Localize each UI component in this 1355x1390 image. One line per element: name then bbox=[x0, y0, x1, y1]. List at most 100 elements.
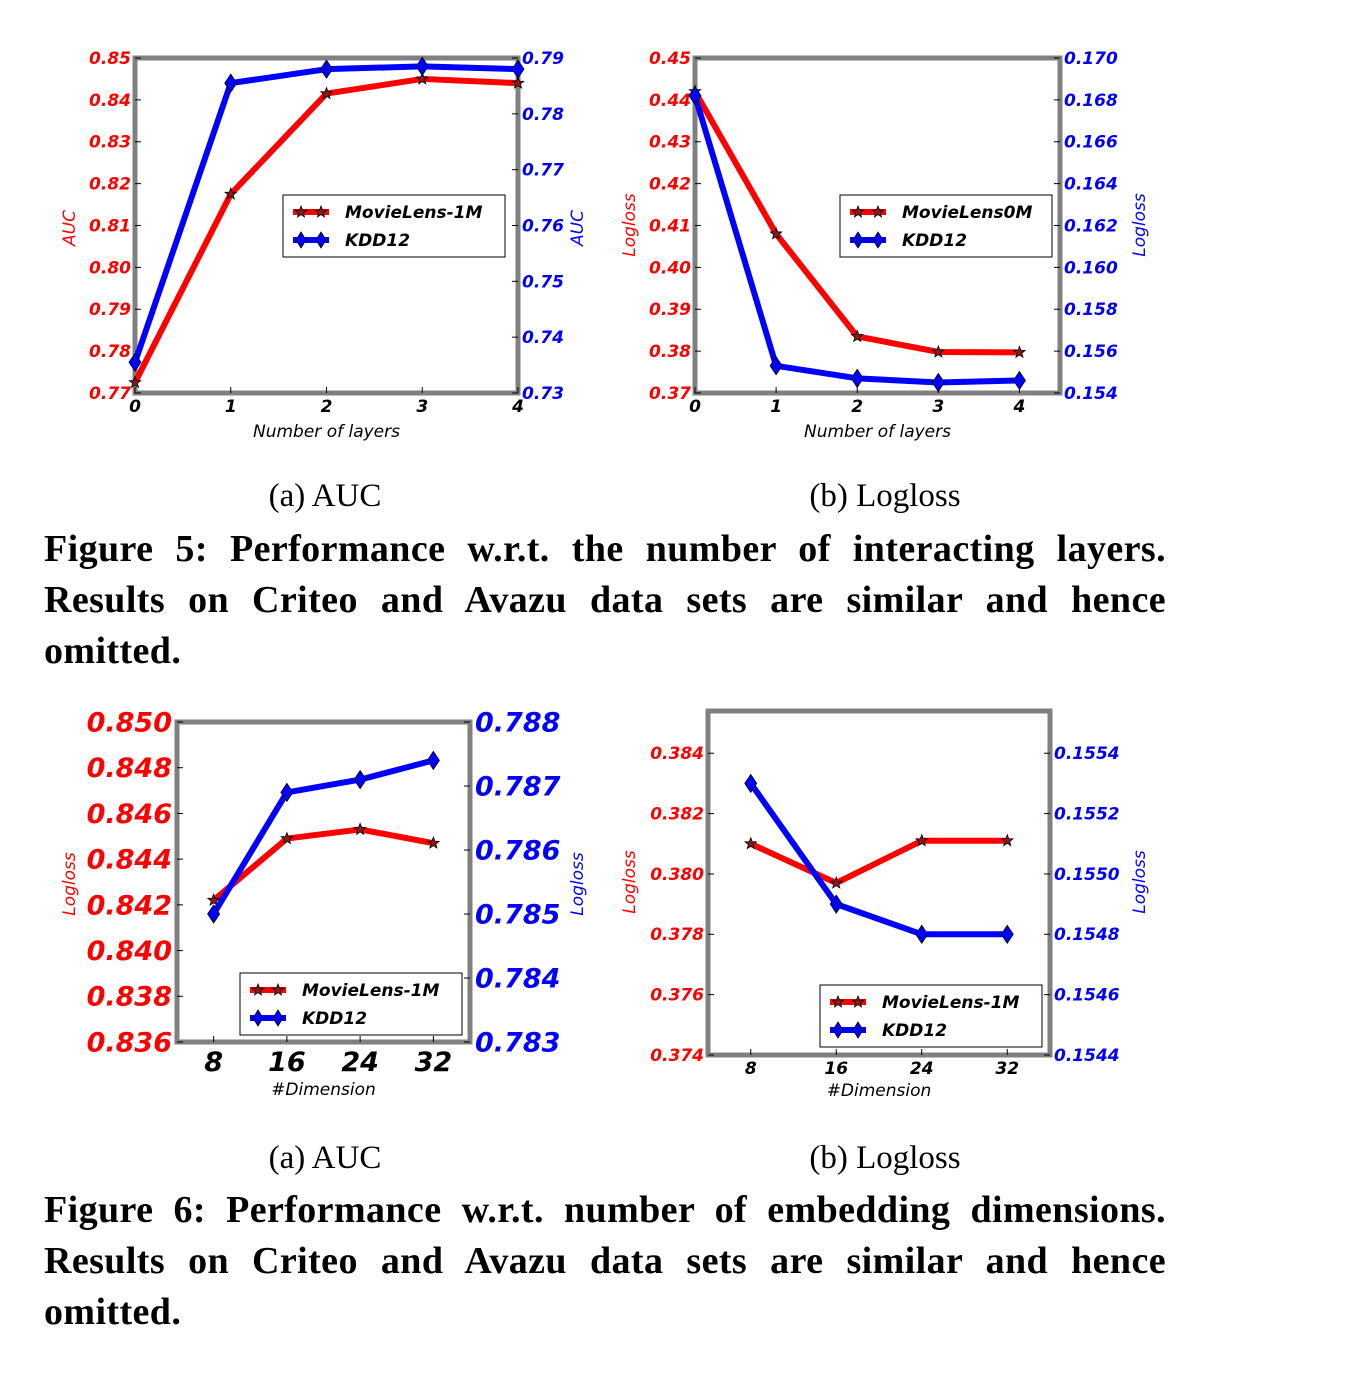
y-tick-left-label: 0.41 bbox=[649, 216, 691, 236]
series-point-diamond bbox=[353, 769, 367, 790]
y-tick-left-label: 0.81 bbox=[89, 216, 131, 236]
y-tick-left-label: 0.838 bbox=[87, 982, 172, 1013]
legend-swatch-marker bbox=[252, 1009, 264, 1027]
y-axis-label-left: Logloss bbox=[60, 852, 80, 916]
y-tick-left-label: 0.836 bbox=[87, 1027, 172, 1058]
legend-swatch-marker bbox=[295, 231, 307, 249]
y-tick-right-label: 0.1546 bbox=[1054, 986, 1120, 1006]
y-tick-right-label: 0.78 bbox=[522, 105, 564, 125]
y-tick-left-label: 0.44 bbox=[649, 91, 691, 111]
fig6-caption: Figure 6: Performance w.r.t. number of e… bbox=[44, 1189, 1166, 1333]
series-point-diamond bbox=[931, 372, 945, 393]
y-tick-right-label: 0.1550 bbox=[1054, 865, 1120, 885]
y-tick-right-label: 0.785 bbox=[475, 899, 560, 930]
fig6-subcaption-b: (b) Logloss bbox=[809, 1140, 961, 1176]
legend-label: KDD12 bbox=[345, 231, 410, 251]
fig5-caption: Figure 5: Performance w.r.t. the number … bbox=[44, 528, 1166, 672]
x-tick-label: 4 bbox=[511, 397, 524, 417]
x-tick-label: 16 bbox=[824, 1059, 848, 1079]
x-tick-label: 32 bbox=[995, 1059, 1019, 1079]
series-point-diamond bbox=[744, 773, 758, 794]
series-point-star bbox=[1012, 345, 1027, 359]
x-tick-label: 8 bbox=[745, 1059, 757, 1079]
legend-swatch-marker bbox=[251, 982, 265, 996]
y-tick-left-label: 0.376 bbox=[650, 986, 704, 1006]
y-tick-right-label: 0.168 bbox=[1064, 91, 1118, 111]
series-point-star bbox=[829, 875, 844, 889]
x-tick-label: 2 bbox=[851, 397, 863, 417]
x-tick-label: 1 bbox=[225, 397, 237, 417]
y-tick-right-label: 0.1552 bbox=[1054, 805, 1120, 825]
x-axis-label: #Dimension bbox=[827, 1081, 932, 1101]
legend-swatch-marker bbox=[851, 204, 865, 218]
series-point-diamond bbox=[1000, 924, 1014, 945]
y-tick-left-label: 0.846 bbox=[87, 799, 172, 830]
legend-swatch-marker bbox=[831, 994, 845, 1008]
y-tick-right-label: 0.73 bbox=[522, 384, 564, 404]
y-tick-left-label: 0.84 bbox=[89, 91, 131, 111]
x-tick-label: 3 bbox=[416, 397, 428, 417]
chart-fig5-logloss: 0.37 0.38 0.39 0.40 0.41 0.42 0.43 0.44 0.45 0.15… bbox=[600, 0, 1355, 450]
fig5-subcaption-a: (a) AUC bbox=[268, 478, 382, 514]
y-axis-label-right: Logloss bbox=[1130, 193, 1150, 257]
legend-label: MovieLens-1M bbox=[302, 981, 440, 1001]
y-tick-right-label: 0.162 bbox=[1064, 216, 1118, 236]
y-tick-right-label: 0.76 bbox=[522, 216, 564, 236]
y-tick-right-label: 0.788 bbox=[475, 707, 560, 738]
legend-box bbox=[839, 194, 1053, 258]
series-point-diamond bbox=[769, 356, 783, 376]
chart-fig5-auc: 0.77 0.78 0.79 0.80 0.81 0.82 0.83 0.84 0.85 0.73… bbox=[0, 0, 640, 450]
series-point-diamond bbox=[426, 750, 440, 771]
y-tick-left-label: 0.840 bbox=[87, 936, 172, 967]
x-axis-label: #Dimension bbox=[271, 1080, 376, 1100]
series-point-star bbox=[206, 893, 221, 907]
series-point-star bbox=[223, 186, 238, 200]
series-point-star bbox=[280, 831, 294, 845]
y-tick-right-label: 0.1548 bbox=[1054, 925, 1120, 945]
series-point-star bbox=[931, 344, 946, 358]
x-tick-label: 4 bbox=[1013, 397, 1026, 417]
legend-swatch-marker bbox=[315, 231, 327, 249]
series-line-right bbox=[748, 781, 1008, 938]
y-axis-label-left: AUC bbox=[60, 210, 80, 247]
y-tick-left-label: 0.80 bbox=[89, 258, 131, 278]
legend-swatch-marker bbox=[852, 231, 864, 249]
y-tick-left-label: 0.77 bbox=[89, 384, 131, 404]
legend-swatch-marker bbox=[271, 982, 285, 996]
series-point-diamond bbox=[829, 894, 843, 914]
y-tick-right-label: 0.786 bbox=[475, 835, 560, 866]
series-point-star bbox=[914, 833, 929, 847]
x-tick-label: 0 bbox=[129, 397, 141, 417]
y-tick-left-label: 0.83 bbox=[89, 133, 131, 153]
x-tick-label: 1 bbox=[770, 397, 782, 417]
legend-label: KDD12 bbox=[302, 1009, 367, 1029]
x-tick-label: 3 bbox=[932, 397, 944, 417]
chart-fig6-auc: 0.836 0.838 0.840 0.842 0.844 0.846 0.848 0.850… bbox=[0, 690, 640, 1130]
legend-label: KDD12 bbox=[882, 1021, 947, 1041]
y-tick-left-label: 0.848 bbox=[87, 753, 172, 784]
series-point-diamond bbox=[688, 85, 702, 106]
chart-fig6-logloss: 0.374 0.376 0.378 0.380 0.382 0.384 0.1544 0.15… bbox=[600, 690, 1355, 1130]
series-line-left bbox=[211, 826, 434, 903]
y-tick-right-label: 0.158 bbox=[1064, 300, 1118, 320]
series-point-diamond bbox=[280, 782, 294, 803]
series-point-star bbox=[743, 836, 758, 850]
y-tick-left-label: 0.844 bbox=[87, 845, 172, 876]
y-axis-label-left: Logloss bbox=[620, 850, 640, 914]
y-tick-right-label: 0.154 bbox=[1064, 384, 1118, 404]
series-point-diamond bbox=[850, 368, 864, 389]
x-tick-label: 32 bbox=[415, 1047, 453, 1078]
series-point-star bbox=[128, 375, 142, 389]
series-point-diamond bbox=[415, 56, 429, 77]
y-tick-right-label: 0.166 bbox=[1064, 133, 1118, 153]
series-point-diamond bbox=[224, 73, 238, 93]
y-tick-left-label: 0.374 bbox=[650, 1046, 704, 1066]
legend-swatch-marker bbox=[832, 1021, 844, 1039]
y-tick-right-label: 0.787 bbox=[475, 771, 561, 802]
legend-swatch-marker bbox=[872, 231, 884, 249]
series-point-star bbox=[426, 835, 441, 849]
y-axis-label-left: Logloss bbox=[620, 193, 640, 257]
y-tick-left-label: 0.384 bbox=[650, 744, 704, 764]
series-point-star bbox=[353, 822, 367, 836]
y-tick-left-label: 0.42 bbox=[649, 175, 691, 195]
